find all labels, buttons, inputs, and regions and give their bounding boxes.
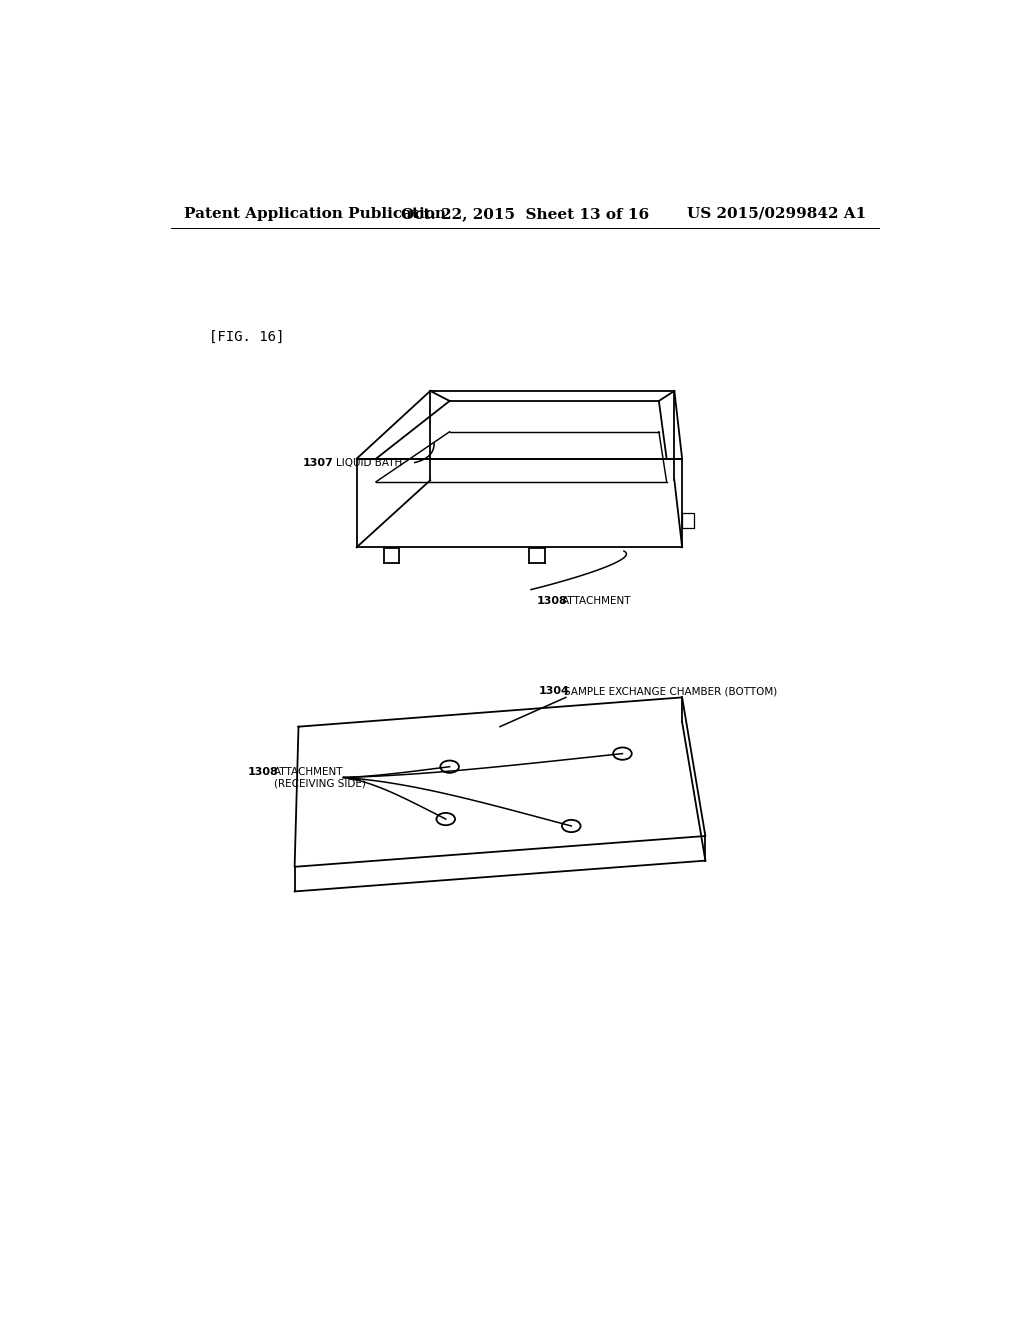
Text: (RECEIVING SIDE): (RECEIVING SIDE): [273, 779, 366, 788]
Text: LIQUID BATH: LIQUID BATH: [336, 458, 402, 467]
Text: ATTACHMENT: ATTACHMENT: [273, 767, 343, 777]
Text: 1307: 1307: [303, 458, 334, 467]
Text: 1304: 1304: [539, 686, 569, 696]
Text: ATTACHMENT: ATTACHMENT: [562, 597, 632, 606]
Text: [FIG. 16]: [FIG. 16]: [209, 330, 285, 345]
Text: Oct. 22, 2015  Sheet 13 of 16: Oct. 22, 2015 Sheet 13 of 16: [400, 207, 649, 220]
Text: 1308: 1308: [248, 767, 279, 777]
Text: 1308: 1308: [537, 597, 567, 606]
Text: Patent Application Publication: Patent Application Publication: [183, 207, 445, 220]
Text: SAMPLE EXCHANGE CHAMBER (BOTTOM): SAMPLE EXCHANGE CHAMBER (BOTTOM): [564, 686, 777, 696]
Text: US 2015/0299842 A1: US 2015/0299842 A1: [686, 207, 866, 220]
